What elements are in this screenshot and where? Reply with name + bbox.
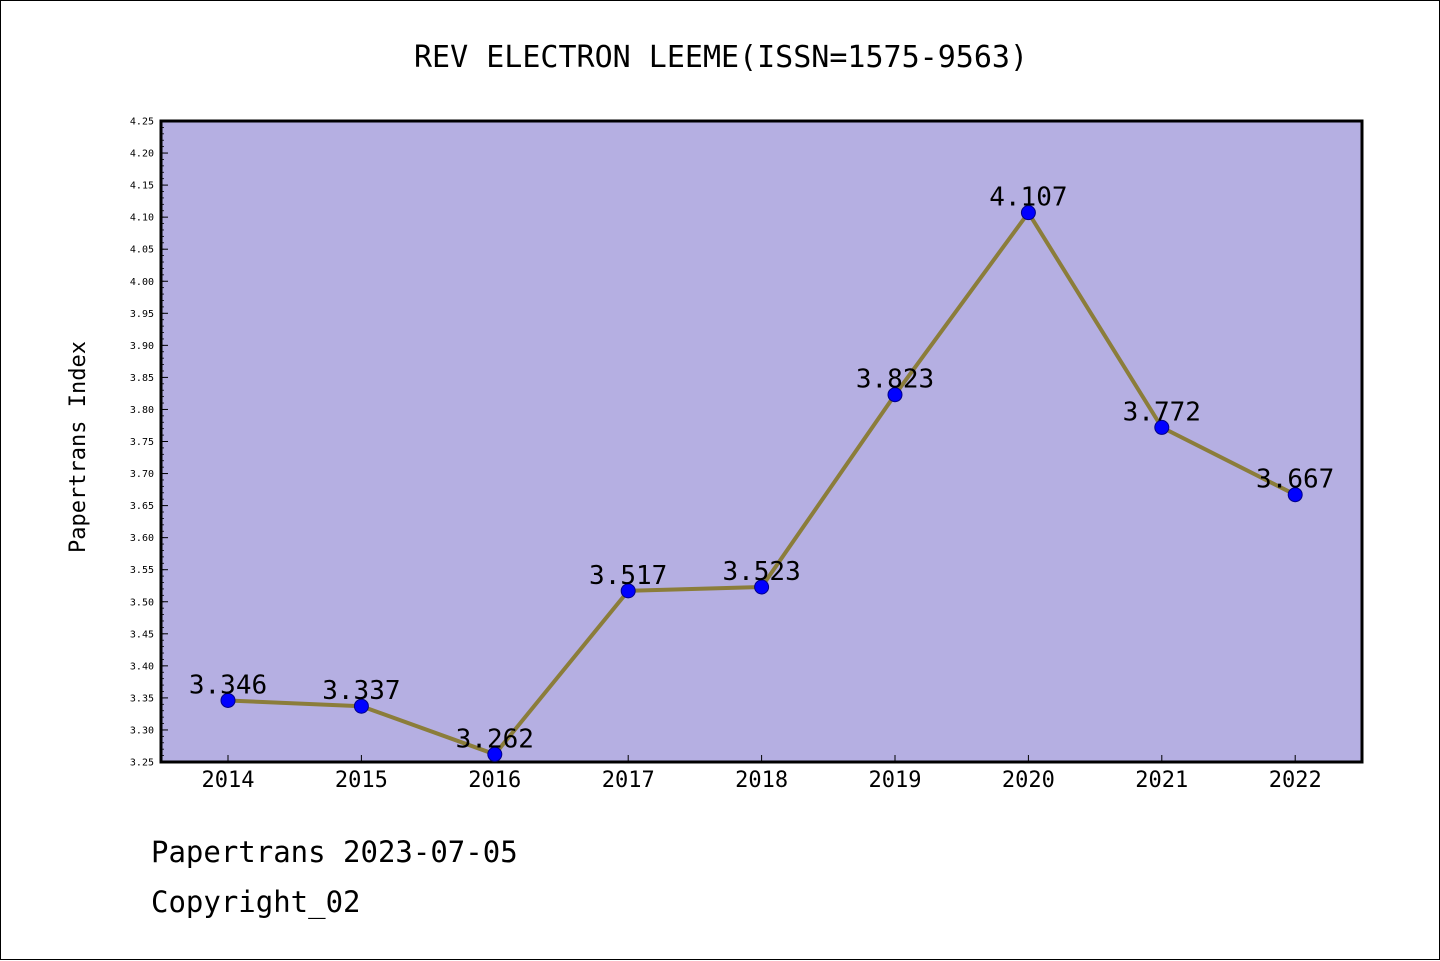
data-point: [487, 746, 503, 762]
y-tick-label: 3.25: [130, 758, 154, 769]
y-tick-label: 3.80: [130, 405, 154, 416]
y-tick-label: 4.10: [130, 213, 154, 224]
data-point: [353, 698, 369, 714]
y-tick-label: 3.95: [130, 309, 154, 320]
data-label: 3.346: [189, 670, 267, 700]
x-tick-label: 2021: [1135, 768, 1188, 793]
data-label: 3.517: [589, 561, 667, 591]
y-tick-label: 3.35: [130, 693, 154, 704]
y-tick-label: 4.20: [130, 149, 154, 160]
x-tick-label: 2015: [335, 768, 388, 793]
y-tick-label: 3.45: [130, 629, 154, 640]
y-tick-label: 4.25: [130, 117, 154, 128]
x-tick-label: 2014: [202, 768, 255, 793]
y-tick-label: 3.85: [130, 373, 154, 384]
x-tick-label: 2019: [869, 768, 922, 793]
y-tick-label: 3.75: [130, 437, 154, 448]
data-label: 3.262: [456, 724, 534, 754]
data-point: [1020, 205, 1036, 221]
x-tick-label: 2020: [1002, 768, 1055, 793]
y-axis-ticks: 3.25 3.30 3.35 3.40 3.45 3.50 3.55 3.60 3.65 3.70…: [130, 117, 168, 769]
data-label: 4.107: [989, 183, 1067, 213]
data-point: [1287, 487, 1303, 503]
data-point: [220, 692, 236, 708]
x-tick-label: 2017: [602, 768, 655, 793]
chart-title: REV ELECTRON LEEME(ISSN=1575-9563): [414, 40, 1028, 75]
data-point: [620, 583, 636, 599]
y-tick-label: 4.05: [130, 245, 154, 256]
data-point: [754, 579, 770, 595]
footer-date: Papertrans 2023-07-05: [151, 835, 518, 869]
y-tick-label: 3.70: [130, 469, 154, 480]
y-tick-label: 3.30: [130, 725, 154, 736]
data-series: 3.346 3.337 3.262 3.517 3.523 3.823 4.107 3.772…: [189, 183, 1334, 762]
y-tick-label: 4.00: [130, 277, 154, 288]
x-tick-label: 2018: [735, 768, 788, 793]
data-point: [1154, 419, 1170, 435]
data-label: 3.667: [1256, 465, 1334, 495]
y-tick-label: 3.60: [130, 533, 154, 544]
y-tick-label: 3.55: [130, 565, 154, 576]
data-label: 3.772: [1123, 397, 1201, 427]
y-axis-label: Papertrans Index: [66, 341, 91, 553]
y-tick-label: 3.65: [130, 501, 154, 512]
data-label: 3.523: [722, 557, 800, 587]
x-tick-label: 2016: [468, 768, 521, 793]
data-label: 3.823: [856, 365, 934, 395]
x-tick-label: 2022: [1269, 768, 1322, 793]
y-tick-label: 3.90: [130, 341, 154, 352]
y-tick-label: 3.50: [130, 597, 154, 608]
footer-copyright: Copyright_02: [151, 885, 361, 919]
data-point: [887, 387, 903, 403]
data-label: 3.337: [322, 676, 400, 706]
y-tick-label: 3.40: [130, 661, 154, 672]
plot-area: [159, 119, 1364, 764]
y-tick-label: 4.15: [130, 181, 154, 192]
